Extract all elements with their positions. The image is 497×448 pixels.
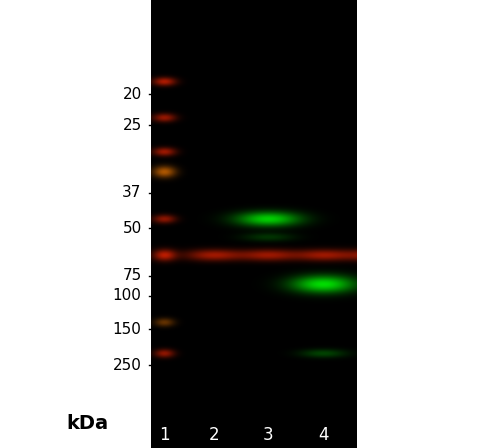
Text: 5: 5 xyxy=(370,426,381,444)
Text: 20: 20 xyxy=(122,86,142,102)
Text: 100: 100 xyxy=(113,288,142,303)
Text: 37: 37 xyxy=(122,185,142,200)
Text: 3: 3 xyxy=(263,426,274,444)
Text: 25: 25 xyxy=(122,118,142,133)
Text: 50: 50 xyxy=(122,221,142,236)
Text: kDa: kDa xyxy=(66,414,108,433)
Text: 150: 150 xyxy=(113,322,142,337)
Text: 1: 1 xyxy=(159,426,169,444)
Text: 2: 2 xyxy=(208,426,219,444)
Text: 75: 75 xyxy=(122,268,142,283)
Text: 4: 4 xyxy=(318,426,329,444)
Text: 250: 250 xyxy=(113,358,142,373)
